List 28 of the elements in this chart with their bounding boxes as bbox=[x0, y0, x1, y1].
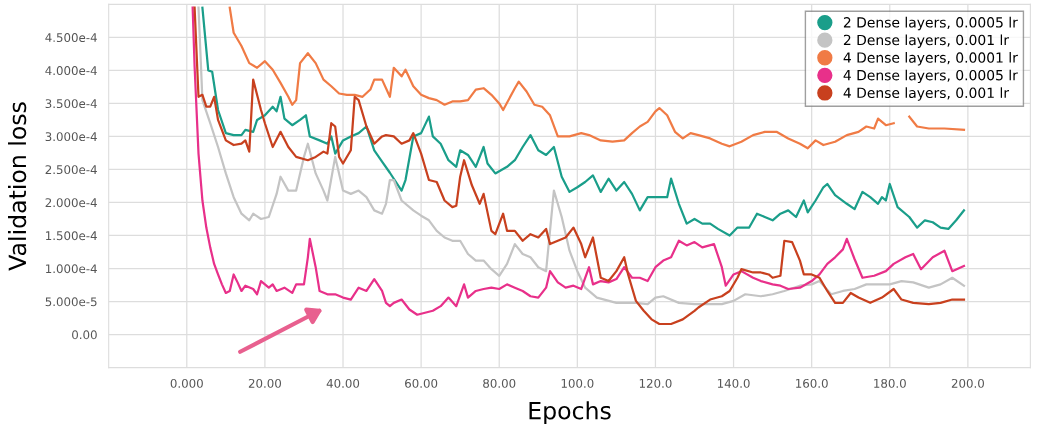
y-tick-label: 1.500e-4 bbox=[46, 231, 97, 241]
y-tick-label: 4.000e-4 bbox=[45, 66, 97, 76]
y-tick-label: 1.000e-4 bbox=[46, 264, 97, 274]
x-tick-label: 40.00 bbox=[326, 378, 360, 388]
x-tick-label: 0.000 bbox=[170, 378, 203, 388]
y-tick-label: 3.000e-4 bbox=[45, 132, 97, 142]
x-tick-label: 120.0 bbox=[639, 378, 672, 388]
y-tick-label: 5.000e-5 bbox=[45, 297, 97, 307]
x-tick-label: 80.00 bbox=[483, 378, 516, 388]
x-tick-label: 200.0 bbox=[951, 378, 984, 388]
x-axis-title: Epochs bbox=[529, 401, 611, 425]
legend-label: 4 Dense layers, 0.0005 lr bbox=[843, 69, 1018, 84]
x-tick-label: 20.00 bbox=[248, 378, 282, 388]
legend-label: 2 Dense layers, 0.001 lr bbox=[843, 34, 1010, 48]
x-tick-label: 140.0 bbox=[717, 378, 750, 388]
y-tick-label: 4.500e-4 bbox=[45, 33, 97, 43]
x-tick-label: 180.0 bbox=[874, 378, 906, 388]
y-tick-label: 2.500e-4 bbox=[45, 165, 97, 175]
y-tick-label: 3.500e-4 bbox=[45, 99, 97, 109]
x-tick-label: 60.00 bbox=[405, 378, 438, 388]
legend-label: 4 Dense layers, 0.001 lr bbox=[843, 87, 1010, 101]
y-axis-title: Validation loss bbox=[8, 102, 27, 271]
x-tick-label: 100.0 bbox=[561, 378, 594, 388]
legend-label: 4 Dense layers, 0.0001 lr bbox=[843, 52, 1018, 66]
y-tick-label: 0.00 bbox=[72, 330, 97, 340]
x-tick-label: 160.0 bbox=[796, 378, 828, 388]
y-tick-label: 2.000e-4 bbox=[45, 198, 97, 208]
legend-label: 2 Dense layers, 0.0005 lr bbox=[843, 16, 1018, 31]
